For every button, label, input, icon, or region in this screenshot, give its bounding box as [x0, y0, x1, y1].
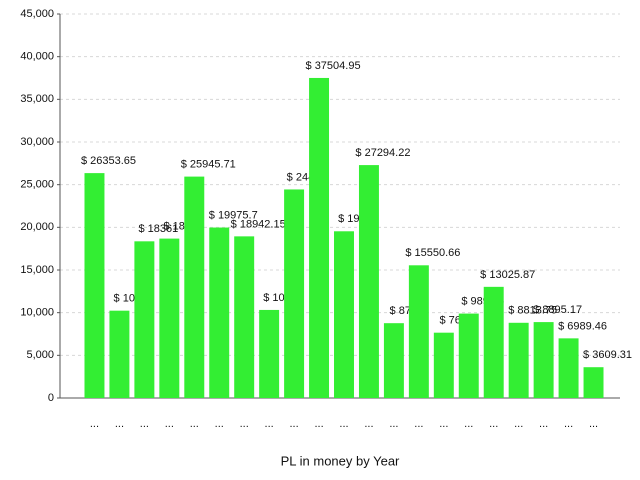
value-label: $ 6989.46 [558, 320, 607, 332]
y-tick-label: 45,000 [20, 8, 54, 20]
value-label: $ 18942.15 [231, 218, 286, 230]
bar [259, 309, 280, 398]
x-tick-label: ... [464, 418, 473, 430]
x-tick-label: ... [389, 418, 398, 430]
x-axis-title: PL in money by Year [281, 453, 400, 468]
x-tick-label: ... [514, 418, 523, 430]
bar [159, 238, 180, 398]
value-label: $ 27294.22 [355, 147, 410, 159]
x-tick-label: ... [240, 418, 249, 430]
value-label: $ 25945.71 [181, 159, 236, 171]
x-tick-label: ... [364, 418, 373, 430]
bar [358, 165, 379, 398]
y-tick-label: 25,000 [20, 179, 54, 191]
x-tick-label: ... [314, 418, 323, 430]
bar [134, 241, 155, 398]
bar [284, 189, 305, 398]
y-tick-label: 10,000 [20, 307, 54, 319]
value-label: $ 15550.66 [405, 247, 460, 259]
bar [533, 322, 554, 398]
x-tick-label: ... [140, 418, 149, 430]
x-tick-label: ... [165, 418, 174, 430]
y-tick-label: 15,000 [20, 264, 54, 276]
bar [209, 227, 230, 398]
bar [558, 338, 579, 398]
x-tick-label: ... [489, 418, 498, 430]
value-label: $ 8895.17 [533, 304, 582, 316]
x-tick-label: ... [115, 418, 124, 430]
x-tick-label: ... [589, 418, 598, 430]
bar [334, 231, 354, 398]
bar [458, 313, 479, 398]
bar [109, 310, 130, 398]
x-tick-label: ... [215, 418, 224, 430]
bar [408, 265, 429, 398]
bar [508, 322, 529, 398]
value-label: $ 37504.95 [306, 60, 361, 72]
y-tick-label: 35,000 [20, 93, 54, 105]
bar [433, 332, 454, 398]
bar [234, 236, 255, 398]
bar [483, 286, 504, 398]
x-tick-label: ... [439, 418, 448, 430]
x-tick-label: ... [190, 418, 199, 430]
y-tick-label: 0 [48, 392, 54, 404]
bar [583, 367, 604, 398]
y-tick-label: 20,000 [20, 221, 54, 233]
bar [383, 323, 404, 398]
x-tick-label: ... [265, 418, 274, 430]
x-tick-label: ... [414, 418, 423, 430]
value-label: $ 19975.7 [209, 209, 258, 221]
x-tick-label: ... [290, 418, 299, 430]
bar [309, 77, 330, 398]
bar [84, 173, 105, 398]
y-tick-label: 5,000 [26, 349, 54, 361]
y-tick-label: 40,000 [20, 51, 54, 63]
bar [184, 176, 205, 398]
value-label: $ 13025.87 [480, 269, 535, 281]
x-tick-label: ... [90, 418, 99, 430]
x-tick-label: ... [539, 418, 548, 430]
y-tick-label: 30,000 [20, 136, 54, 148]
value-label: $ 3609.31 [583, 349, 632, 361]
x-tick-label: ... [339, 418, 348, 430]
x-tick-label: ... [564, 418, 573, 430]
value-label: $ 18361 [138, 223, 178, 235]
value-label: $ 26353.65 [81, 155, 136, 167]
value-label: $ 8813.75 [508, 305, 557, 317]
